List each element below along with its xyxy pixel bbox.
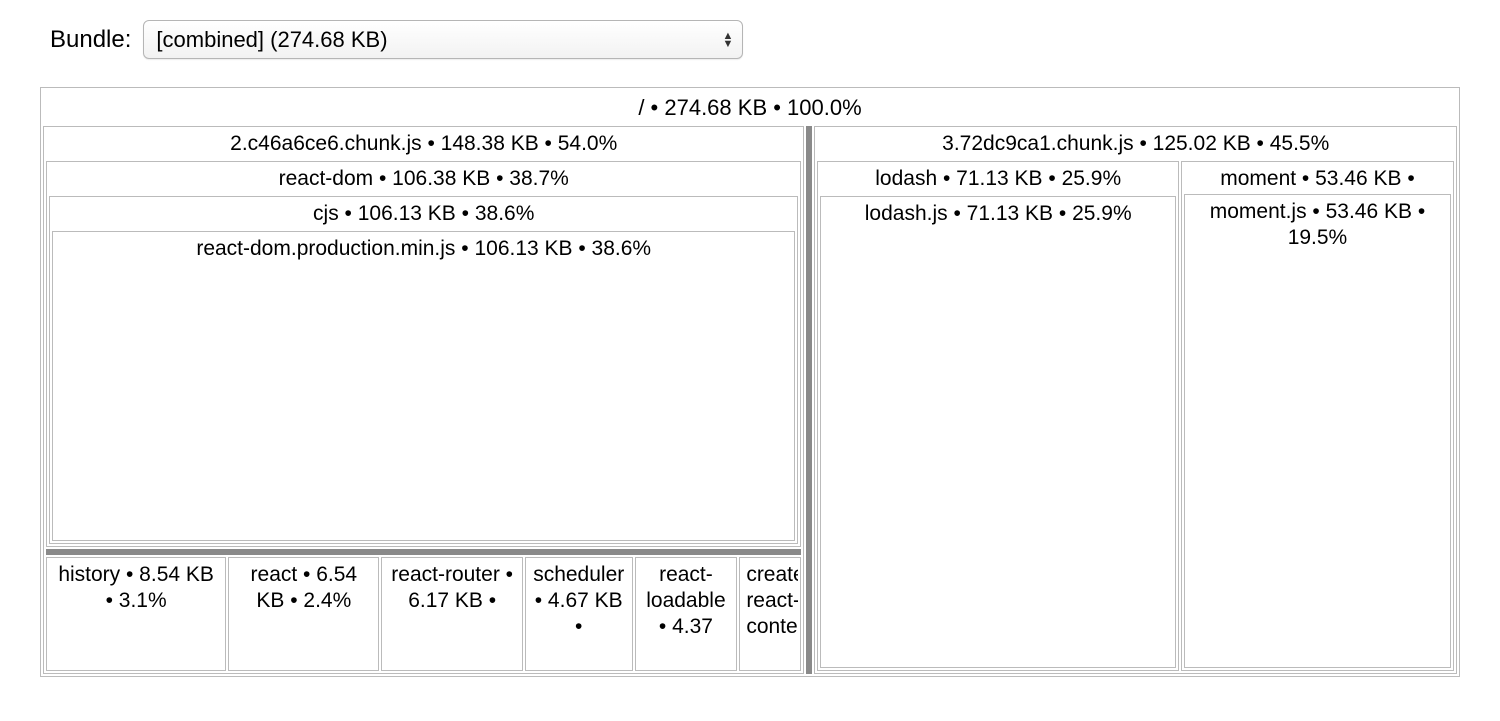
treemap-node-react-router[interactable]: react-router • 6.17 KB • xyxy=(381,557,523,671)
bundle-select-wrap: [combined] (274.68 KB) ▲▼ xyxy=(143,20,743,59)
root-node-label: / • 274.68 KB • 100.0% xyxy=(43,90,1457,126)
treemap-node-react-dom[interactable]: react-dom • 106.38 KB • 38.7% cjs • 106.… xyxy=(46,161,801,547)
treemap-divider xyxy=(46,549,801,555)
create-react-context-label: create-react-context xyxy=(742,560,798,643)
react-dom-prodmin-label: react-dom.production.min.js • 106.13 KB … xyxy=(55,234,792,264)
treemap-node-lodash[interactable]: lodash • 71.13 KB • 25.9% lodash.js • 71… xyxy=(817,161,1178,671)
treemap-node-lodash-js[interactable]: lodash.js • 71.13 KB • 25.9% xyxy=(820,196,1175,668)
cjs-body: react-dom.production.min.js • 106.13 KB … xyxy=(52,231,795,540)
treemap-node-react-loadable[interactable]: react-loadable • 4.37 xyxy=(635,557,738,671)
root-body: 2.c46a6ce6.chunk.js • 148.38 KB • 54.0% … xyxy=(43,126,1457,675)
lodash-body: lodash.js • 71.13 KB • 25.9% xyxy=(820,196,1175,668)
treemap-divider xyxy=(806,126,812,675)
treemap-node-moment[interactable]: moment • 53.46 KB • moment.js • 53.46 KB… xyxy=(1181,161,1454,671)
moment-label: moment • 53.46 KB • xyxy=(1184,164,1451,192)
react-dom-body: cjs • 106.13 KB • 38.6% react-dom.produc… xyxy=(49,196,798,544)
treemap-node-moment-js[interactable]: moment.js • 53.46 KB • 19.5% xyxy=(1184,194,1451,668)
treemap-root[interactable]: / • 274.68 KB • 100.0% 2.c46a6ce6.chunk.… xyxy=(40,87,1460,677)
react-router-label: react-router • 6.17 KB • xyxy=(384,560,520,617)
chunk3-body: lodash • 71.13 KB • 25.9% lodash.js • 71… xyxy=(817,161,1454,671)
react-loadable-label: react-loadable • 4.37 xyxy=(638,560,735,643)
bundle-selector-bar: Bundle: [combined] (274.68 KB) ▲▼ xyxy=(50,20,1460,59)
treemap-node-cjs[interactable]: cjs • 106.13 KB • 38.6% react-dom.produc… xyxy=(49,196,798,544)
treemap-node-history[interactable]: history • 8.54 KB • 3.1% xyxy=(46,557,226,671)
chunk2-label: 2.c46a6ce6.chunk.js • 148.38 KB • 54.0% xyxy=(46,129,801,159)
moment-js-label: moment.js • 53.46 KB • 19.5% xyxy=(1187,197,1448,254)
history-label: history • 8.54 KB • 3.1% xyxy=(49,560,223,617)
treemap-node-react[interactable]: react • 6.54 KB • 2.4% xyxy=(228,557,379,671)
chunk2-body: react-dom • 106.38 KB • 38.7% cjs • 106.… xyxy=(46,161,801,671)
treemap-node-scheduler[interactable]: scheduler • 4.67 KB • xyxy=(525,557,633,671)
cjs-label: cjs • 106.13 KB • 38.6% xyxy=(52,199,795,229)
treemap-node-chunk2[interactable]: 2.c46a6ce6.chunk.js • 148.38 KB • 54.0% … xyxy=(43,126,804,675)
chunk2-small-row: history • 8.54 KB • 3.1% react • 6.54 KB… xyxy=(46,557,801,671)
chunk3-label: 3.72dc9ca1.chunk.js • 125.02 KB • 45.5% xyxy=(817,129,1454,159)
react-label: react • 6.54 KB • 2.4% xyxy=(231,560,376,617)
treemap-node-react-dom-prodmin[interactable]: react-dom.production.min.js • 106.13 KB … xyxy=(52,231,795,540)
bundle-label: Bundle: xyxy=(50,26,131,54)
moment-body: moment.js • 53.46 KB • 19.5% xyxy=(1184,194,1451,668)
lodash-label: lodash • 71.13 KB • 25.9% xyxy=(820,164,1175,194)
react-dom-label: react-dom • 106.38 KB • 38.7% xyxy=(49,164,798,194)
treemap-node-chunk3[interactable]: 3.72dc9ca1.chunk.js • 125.02 KB • 45.5% … xyxy=(814,126,1457,675)
bundle-select[interactable]: [combined] (274.68 KB) xyxy=(143,20,743,59)
scheduler-label: scheduler • 4.67 KB • xyxy=(528,560,630,643)
lodash-js-label: lodash.js • 71.13 KB • 25.9% xyxy=(823,199,1172,229)
treemap-node-create-react-context[interactable]: create-react-context xyxy=(739,557,801,671)
